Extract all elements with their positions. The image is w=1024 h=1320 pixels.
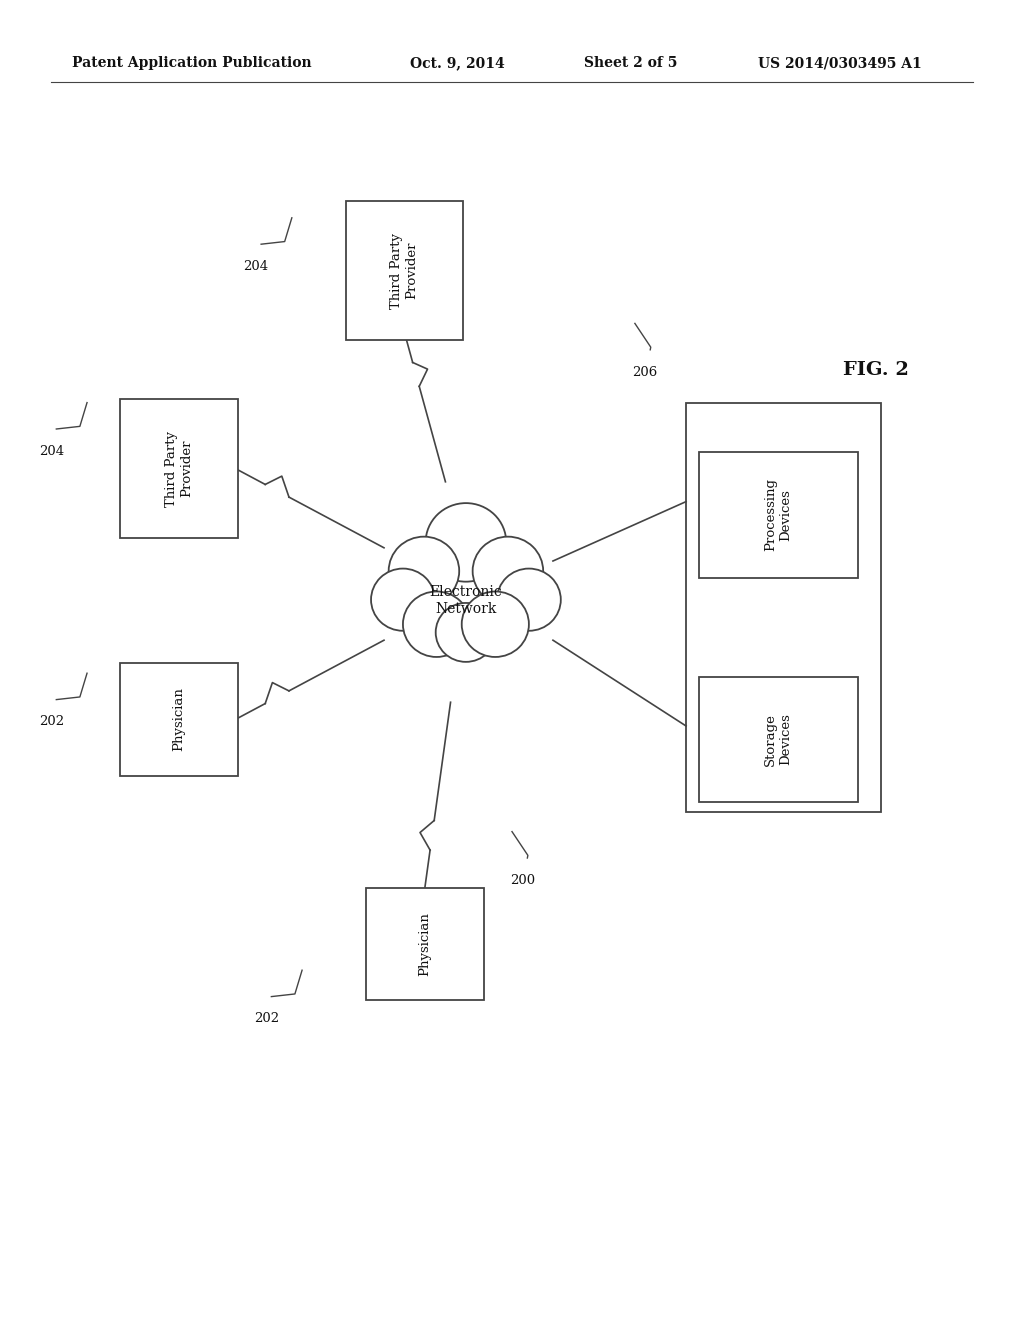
Ellipse shape [435, 603, 497, 661]
Text: 202: 202 [39, 715, 63, 729]
Bar [121, 663, 238, 776]
Bar [367, 888, 483, 1001]
Bar [698, 676, 858, 801]
Ellipse shape [473, 537, 543, 606]
Ellipse shape [426, 503, 506, 582]
Bar [686, 403, 881, 812]
Text: Electronic
Network: Electronic Network [429, 585, 503, 616]
Ellipse shape [497, 569, 561, 631]
Text: Oct. 9, 2014: Oct. 9, 2014 [410, 57, 505, 70]
Text: Storage
Devices: Storage Devices [764, 713, 793, 766]
Text: Processing
Devices: Processing Devices [764, 478, 793, 552]
Ellipse shape [403, 591, 470, 657]
Text: 206: 206 [633, 366, 657, 379]
Text: FIG. 2: FIG. 2 [843, 360, 908, 379]
Bar [698, 451, 858, 578]
Text: Third Party
Provider: Third Party Provider [165, 430, 194, 507]
Ellipse shape [462, 591, 529, 657]
Bar [121, 399, 238, 539]
Ellipse shape [389, 537, 459, 606]
Bar [346, 201, 463, 339]
Text: 202: 202 [254, 1012, 279, 1026]
Text: Physician: Physician [419, 912, 431, 975]
Text: Third Party
Provider: Third Party Provider [390, 232, 419, 309]
Text: Sheet 2 of 5: Sheet 2 of 5 [584, 57, 677, 70]
Text: 204: 204 [244, 260, 268, 273]
Text: 204: 204 [39, 445, 63, 458]
Text: US 2014/0303495 A1: US 2014/0303495 A1 [758, 57, 922, 70]
Ellipse shape [371, 569, 435, 631]
Text: 200: 200 [510, 874, 535, 887]
Text: Physician: Physician [173, 688, 185, 751]
Text: Patent Application Publication: Patent Application Publication [72, 57, 311, 70]
